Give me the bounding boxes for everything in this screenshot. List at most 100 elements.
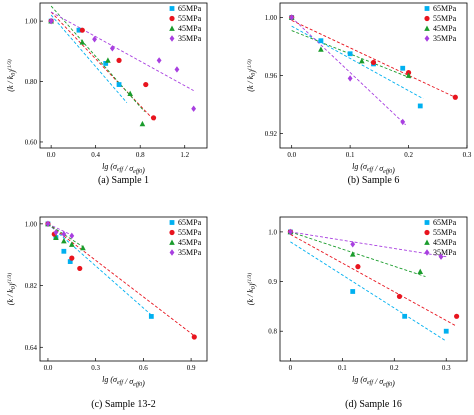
point-65MPa	[347, 51, 353, 57]
panel-1: 0.0 0.4 0.8 1.2 0.60 0.80 1.00 65MPa55MPa45MPa3…	[25, 2, 208, 186]
legend-label: 45MPa	[433, 238, 457, 247]
point-65MPa	[400, 65, 406, 71]
legend-label: 55MPa	[178, 228, 202, 237]
point-65MPa	[350, 289, 356, 294]
fit-line-35MPa	[50, 11, 194, 91]
legend-label: 35MPa	[178, 34, 202, 43]
panel-caption: (c) Sample 13-2	[91, 399, 155, 410]
x-tick-label: 0	[289, 364, 293, 372]
point-55MPa	[355, 264, 361, 270]
fit-line-65MPa	[50, 14, 128, 103]
fit-line-55MPa	[50, 11, 155, 122]
legend-marker-45MPa	[424, 239, 430, 245]
x-axis-label: lg (σeff / σeff0)	[102, 375, 145, 388]
point-55MPa	[143, 81, 149, 88]
legend-label: 45MPa	[433, 24, 457, 33]
legend-marker-55MPa	[169, 15, 175, 22]
y-tick-label: 0.82	[25, 282, 38, 290]
fit-line-55MPa	[290, 233, 457, 327]
legend-marker-45MPa	[169, 25, 175, 31]
point-55MPa	[452, 94, 458, 100]
legend-label: 55MPa	[433, 14, 457, 23]
point-35MPa	[191, 105, 197, 112]
point-65MPa	[76, 27, 82, 33]
legend-label: 35MPa	[433, 248, 457, 257]
legend-label: 45MPa	[178, 24, 202, 33]
point-55MPa	[191, 334, 197, 340]
point-45MPa	[417, 268, 424, 275]
panel-3: 0.0 0.3 0.6 0.9 0.64 0.82 1.00 65MPa55MPa45MPa3…	[25, 216, 208, 410]
legend-label: 65MPa	[178, 4, 202, 13]
legend-label: 65MPa	[178, 218, 202, 227]
y-tick-label: 0.9	[268, 278, 277, 286]
panel-2: 0.0 0.1 0.2 0.3 0.92 0.96 1.00 65MPa55MPa45MPa3…	[265, 2, 472, 186]
point-45MPa	[69, 241, 75, 247]
point-35MPa	[174, 66, 180, 73]
point-45MPa	[359, 58, 365, 64]
point-55MPa	[116, 57, 122, 63]
point-65MPa	[318, 38, 324, 44]
y-tick-label: 0.92	[265, 130, 278, 138]
x-tick-label: 0.3	[442, 364, 451, 372]
fit-line-55MPa	[47, 223, 197, 338]
point-45MPa	[349, 251, 356, 257]
y-tick-label: 1.00	[265, 14, 278, 22]
fit-line-45MPa	[47, 223, 85, 249]
legend-label: 55MPa	[178, 14, 202, 23]
x-tick-label: 1.2	[180, 151, 189, 159]
legend-label: 35MPa	[433, 34, 457, 43]
point-55MPa	[370, 59, 377, 66]
x-tick-label: 0.4	[91, 151, 100, 159]
point-35MPa	[92, 36, 97, 43]
x-tick-label: 0.1	[346, 151, 355, 159]
point-35MPa	[400, 118, 406, 126]
panel-caption: (a) Sample 1	[98, 175, 149, 186]
point-55MPa	[79, 27, 85, 33]
x-tick-label: 0.0	[47, 151, 56, 159]
legend-marker-35MPa	[424, 249, 430, 256]
fit-line-45MPa	[290, 231, 426, 278]
y-tick-label: 0.80	[25, 78, 38, 86]
x-tick-label: 0.6	[139, 364, 148, 372]
legend-label: 55MPa	[433, 228, 457, 237]
x-tick-label: 0.2	[390, 364, 399, 372]
x-tick-label: 0.2	[404, 151, 413, 159]
point-65MPa	[67, 259, 73, 264]
fit-line-45MPa	[291, 30, 412, 79]
panel-caption: (b) Sample 6	[348, 175, 400, 186]
point-35MPa	[45, 220, 51, 228]
legend-marker-35MPa	[169, 35, 175, 42]
fit-line-65MPa	[290, 241, 447, 342]
point-45MPa	[80, 244, 86, 251]
fit-line-35MPa	[291, 17, 406, 126]
x-tick-label: 0.0	[44, 364, 53, 372]
fit-line-65MPa	[291, 25, 424, 100]
x-axis-label: lg (σeff / σeff0)	[102, 162, 145, 175]
point-65MPa	[116, 82, 122, 87]
x-tick-label: 0.3	[463, 151, 472, 159]
point-45MPa	[53, 234, 59, 240]
x-axis-label: lg (σeff / σeff0)	[352, 162, 395, 175]
legend-label: 65MPa	[433, 4, 457, 13]
legend-marker-55MPa	[424, 15, 430, 22]
plot-frame	[39, 2, 208, 149]
fit-line-55MPa	[291, 19, 459, 100]
legend-label: 35MPa	[178, 248, 202, 257]
x-tick-label: 0.8	[136, 151, 145, 159]
point-65MPa	[61, 248, 67, 254]
legend-marker-55MPa	[424, 229, 430, 236]
legend-marker-35MPa	[424, 35, 430, 42]
y-tick-label: 1.00	[25, 18, 38, 26]
legend-marker-65MPa	[169, 6, 175, 11]
legend-marker-55MPa	[169, 229, 175, 236]
legend-marker-35MPa	[169, 249, 175, 256]
point-35MPa	[109, 45, 115, 52]
fit-line-65MPa	[47, 223, 154, 317]
point-55MPa	[69, 255, 75, 261]
point-65MPa	[417, 103, 423, 109]
point-35MPa	[289, 14, 295, 21]
point-35MPa	[438, 253, 444, 260]
legend-marker-65MPa	[424, 220, 430, 225]
